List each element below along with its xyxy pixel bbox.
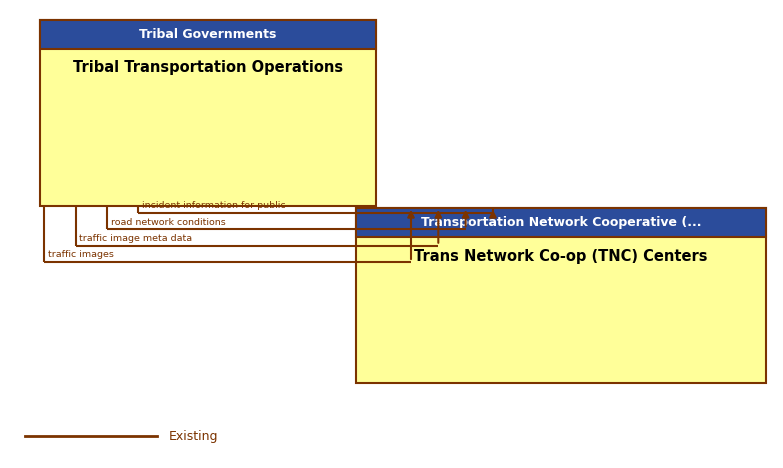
Text: traffic images: traffic images <box>49 250 114 259</box>
Bar <box>41 20 376 49</box>
Text: traffic image meta data: traffic image meta data <box>79 234 193 243</box>
Text: Tribal Governments: Tribal Governments <box>139 28 277 41</box>
Text: Trans Network Co-op (TNC) Centers: Trans Network Co-op (TNC) Centers <box>414 249 708 264</box>
Bar <box>356 208 766 237</box>
Text: Tribal Transportation Operations: Tribal Transportation Operations <box>73 60 343 75</box>
Text: Transportation Network Cooperative (...: Transportation Network Cooperative (... <box>421 216 702 229</box>
Text: road network conditions: road network conditions <box>110 218 226 227</box>
Text: Existing: Existing <box>169 430 218 443</box>
Text: incident information for public: incident information for public <box>142 201 286 210</box>
Bar <box>356 208 766 383</box>
Bar <box>41 20 376 206</box>
